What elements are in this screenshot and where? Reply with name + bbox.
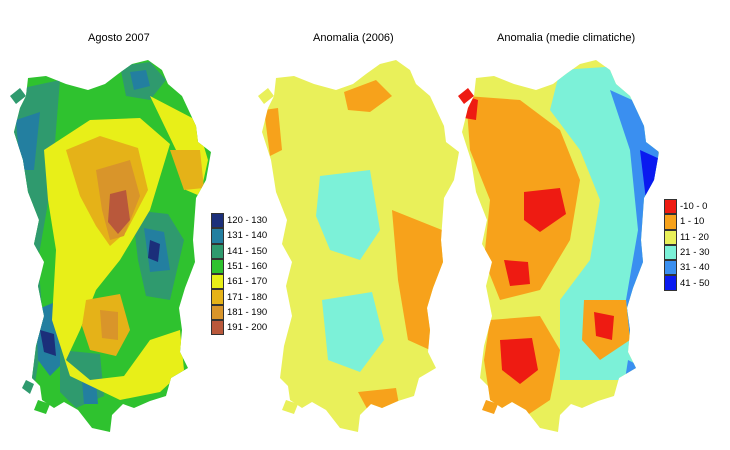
legend-item: 131 - 140 bbox=[211, 228, 268, 244]
legend-label: 191 - 200 bbox=[227, 322, 268, 334]
legend-swatch bbox=[664, 260, 677, 276]
legend-label: 141 - 150 bbox=[227, 245, 268, 257]
legend-item: 120 - 130 bbox=[211, 213, 268, 229]
legend-label: 41 - 50 bbox=[680, 277, 710, 289]
legend-item: 41 - 50 bbox=[664, 275, 710, 291]
legend-label: -10 - 0 bbox=[680, 201, 708, 213]
legend-label: 151 - 160 bbox=[227, 261, 268, 273]
legend-swatch bbox=[211, 274, 224, 290]
legend-label: 120 - 130 bbox=[227, 215, 268, 227]
legend-label: 171 - 180 bbox=[227, 291, 268, 303]
anomalia-2006-map bbox=[262, 60, 459, 432]
legend-anomalia-medie: -10 - 0 1 - 10 11 - 20 21 - 30 31 - 40 41 - 5… bbox=[664, 199, 710, 291]
legend-label: 31 - 40 bbox=[680, 262, 710, 274]
legend-agosto-2007: 120 - 130 131 - 140 141 - 150 151 - 160 161 … bbox=[211, 213, 268, 336]
legend-swatch bbox=[211, 289, 224, 305]
legend-item: 151 - 160 bbox=[211, 258, 268, 275]
legend-item: 11 - 20 bbox=[664, 229, 710, 245]
legend-item: 171 - 180 bbox=[211, 289, 268, 305]
legend-item: 1 - 10 bbox=[664, 214, 710, 230]
legend-swatch bbox=[664, 244, 677, 261]
legend-swatch bbox=[211, 213, 224, 229]
legend-item: 31 - 40 bbox=[664, 260, 710, 276]
anomalia-medie-map bbox=[462, 60, 659, 432]
map-title-agosto-2007: Agosto 2007 bbox=[88, 32, 150, 44]
legend-swatch bbox=[664, 214, 677, 230]
legend-item: 191 - 200 bbox=[211, 320, 268, 336]
legend-label: 161 - 170 bbox=[227, 276, 268, 288]
legend-label: 1 - 10 bbox=[680, 216, 705, 228]
legend-swatch bbox=[664, 275, 677, 291]
legend-swatch bbox=[664, 229, 677, 245]
map-title-anomalia-medie: Anomalia (medie climatiche) bbox=[497, 32, 636, 44]
legend-swatch bbox=[211, 258, 224, 275]
legend-item: -10 - 0 bbox=[664, 199, 710, 215]
legend-swatch bbox=[211, 228, 224, 244]
legend-swatch bbox=[211, 304, 224, 321]
legend-item: 141 - 150 bbox=[211, 243, 268, 259]
map-title-anomalia-2006: Anomalia (2006) bbox=[313, 32, 394, 44]
legend-item: 161 - 170 bbox=[211, 274, 268, 290]
legend-swatch bbox=[211, 320, 224, 336]
legend-item: 181 - 190 bbox=[211, 304, 268, 321]
legend-label: 181 - 190 bbox=[227, 306, 268, 318]
legend-swatch bbox=[211, 243, 224, 259]
legend-item: 21 - 30 bbox=[664, 244, 710, 261]
legend-label: 21 - 30 bbox=[680, 247, 710, 259]
legend-label: 11 - 20 bbox=[680, 231, 709, 243]
legend-label: 131 - 140 bbox=[227, 230, 268, 242]
agosto-temperature-map bbox=[14, 60, 211, 432]
legend-swatch bbox=[664, 199, 677, 215]
